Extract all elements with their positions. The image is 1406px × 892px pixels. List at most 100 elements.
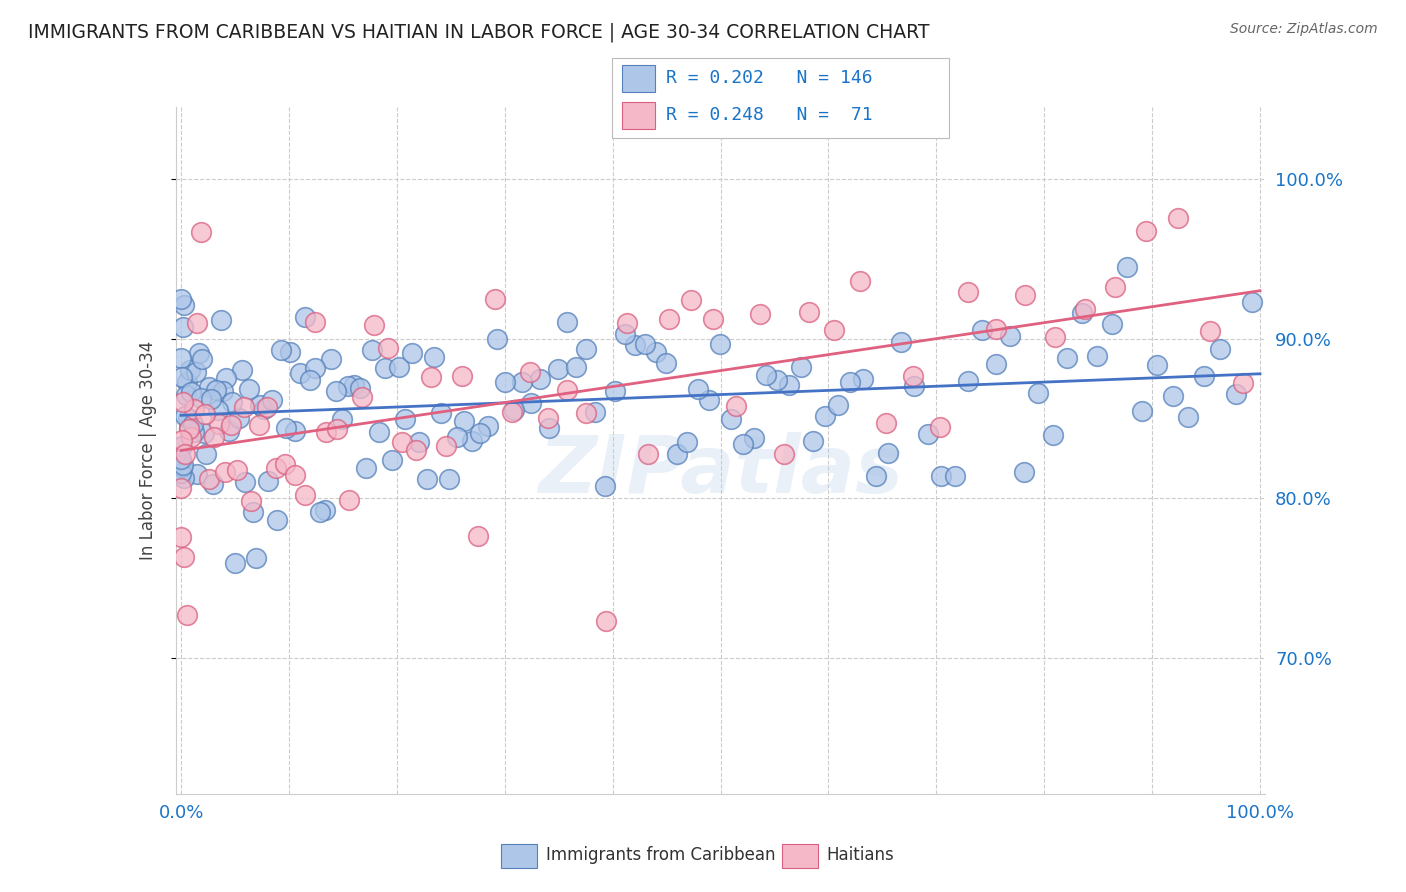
Point — [565, 360, 588, 375]
Point — [520, 396, 543, 410]
Point — [174, 387, 197, 401]
Point — [720, 411, 742, 425]
Point — [637, 447, 659, 461]
Point — [226, 463, 249, 477]
Point — [519, 365, 541, 379]
Point — [1073, 301, 1095, 316]
Point — [470, 425, 492, 440]
Point — [485, 332, 508, 346]
Point — [343, 377, 366, 392]
Point — [197, 380, 219, 394]
Point — [430, 406, 453, 420]
Point — [221, 395, 243, 409]
Point — [304, 315, 326, 329]
Point — [170, 466, 193, 480]
Point — [1014, 287, 1036, 301]
Point — [1042, 427, 1064, 442]
Point — [212, 384, 235, 398]
Point — [173, 550, 195, 565]
Point — [510, 375, 533, 389]
Point — [190, 225, 212, 239]
Point — [190, 391, 212, 405]
Point — [218, 424, 240, 438]
Point — [309, 506, 332, 520]
Point — [679, 293, 702, 307]
Point — [790, 360, 813, 375]
Point — [852, 372, 875, 386]
Point — [233, 400, 256, 414]
Point — [209, 313, 232, 327]
Point — [749, 307, 772, 321]
Point — [1240, 295, 1263, 310]
Point — [494, 376, 516, 390]
Point — [848, 275, 870, 289]
Point — [903, 379, 925, 393]
Point — [337, 493, 360, 508]
FancyBboxPatch shape — [612, 58, 949, 138]
Point — [314, 502, 336, 516]
Point — [170, 434, 193, 448]
Point — [595, 615, 617, 629]
Point — [477, 418, 499, 433]
Point — [797, 305, 820, 319]
Point — [801, 434, 824, 448]
Point — [183, 425, 205, 439]
Point — [658, 311, 681, 326]
Point — [195, 447, 218, 461]
Point — [173, 471, 195, 485]
Point — [367, 425, 389, 439]
Point — [326, 422, 349, 436]
Point — [814, 409, 837, 423]
Point — [1115, 260, 1137, 274]
Point — [1199, 324, 1222, 338]
Point — [177, 422, 200, 436]
Point — [766, 373, 789, 387]
Point — [1167, 211, 1189, 226]
Point — [593, 479, 616, 493]
Point — [434, 439, 457, 453]
Point — [984, 357, 1007, 371]
Point — [215, 371, 238, 385]
Point — [537, 421, 560, 435]
FancyBboxPatch shape — [621, 103, 655, 128]
Text: Haitians: Haitians — [827, 847, 894, 864]
Point — [315, 425, 337, 439]
Point — [177, 421, 200, 435]
Point — [214, 465, 236, 479]
Point — [304, 360, 326, 375]
Point — [423, 350, 446, 364]
Point — [773, 447, 796, 461]
Point — [929, 469, 952, 483]
Text: R = 0.202   N = 146: R = 0.202 N = 146 — [665, 70, 872, 87]
Point — [1012, 465, 1035, 479]
Point — [616, 316, 638, 330]
Point — [634, 337, 657, 351]
Point — [405, 443, 427, 458]
Point — [228, 410, 250, 425]
Point — [529, 372, 551, 386]
Text: ZIPatlas: ZIPatlas — [538, 432, 903, 510]
Point — [186, 317, 208, 331]
Point — [408, 434, 430, 449]
Point — [702, 312, 724, 326]
Point — [575, 405, 598, 419]
Point — [172, 438, 194, 452]
Point — [1192, 368, 1215, 383]
Point — [174, 409, 197, 423]
Point — [415, 473, 437, 487]
Point — [262, 393, 284, 408]
Point — [177, 410, 200, 425]
Point — [901, 368, 924, 383]
Point — [956, 285, 979, 299]
Point — [207, 403, 229, 417]
Point — [537, 411, 560, 425]
Point — [363, 318, 385, 332]
Point — [1177, 409, 1199, 424]
Point — [547, 362, 569, 376]
Point — [274, 457, 297, 471]
Point — [742, 431, 765, 445]
Point — [249, 398, 271, 412]
Point — [1026, 385, 1049, 400]
Point — [181, 417, 204, 431]
Text: IMMIGRANTS FROM CARIBBEAN VS HAITIAN IN LABOR FORCE | AGE 30-34 CORRELATION CHAR: IMMIGRANTS FROM CARIBBEAN VS HAITIAN IN … — [28, 22, 929, 42]
